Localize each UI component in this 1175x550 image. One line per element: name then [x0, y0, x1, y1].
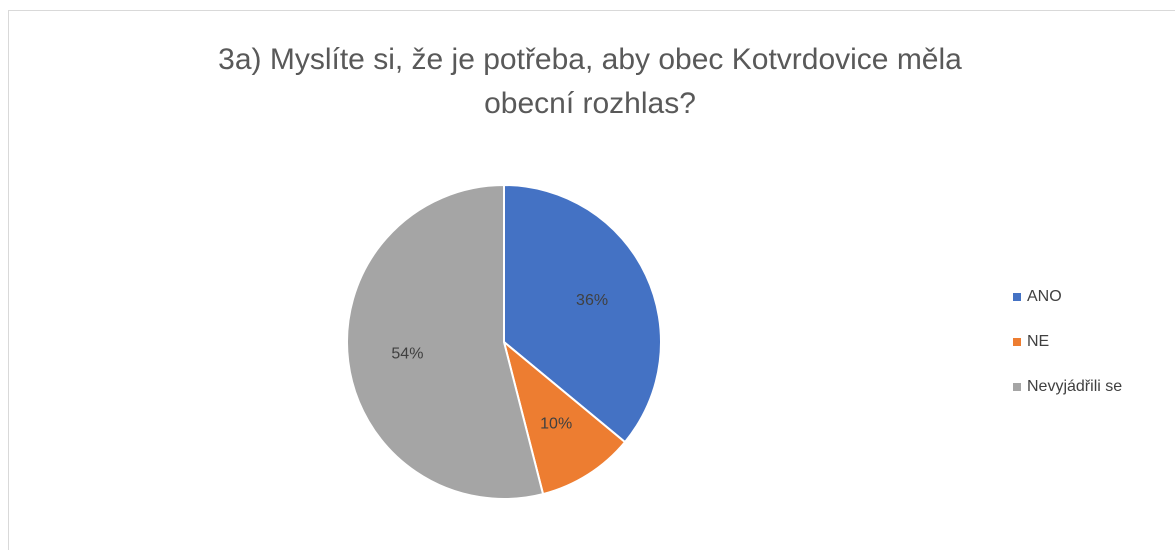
pie-slice — [503, 183, 662, 444]
data-label: 36% — [576, 292, 608, 309]
data-label: 10% — [540, 415, 572, 432]
legend-swatch — [1013, 383, 1021, 391]
legend-label: ANO — [1027, 288, 1062, 305]
chart-title: 3a) Myslíte si, že je potřeba, aby obec … — [218, 43, 962, 120]
legend-label: Nevyjádřili se — [1027, 378, 1122, 395]
pie-slice — [346, 183, 545, 500]
legend-swatch — [1013, 338, 1021, 346]
legend-label: NE — [1027, 333, 1049, 350]
data-label: 54% — [391, 345, 423, 362]
legend-swatch — [1013, 293, 1021, 301]
